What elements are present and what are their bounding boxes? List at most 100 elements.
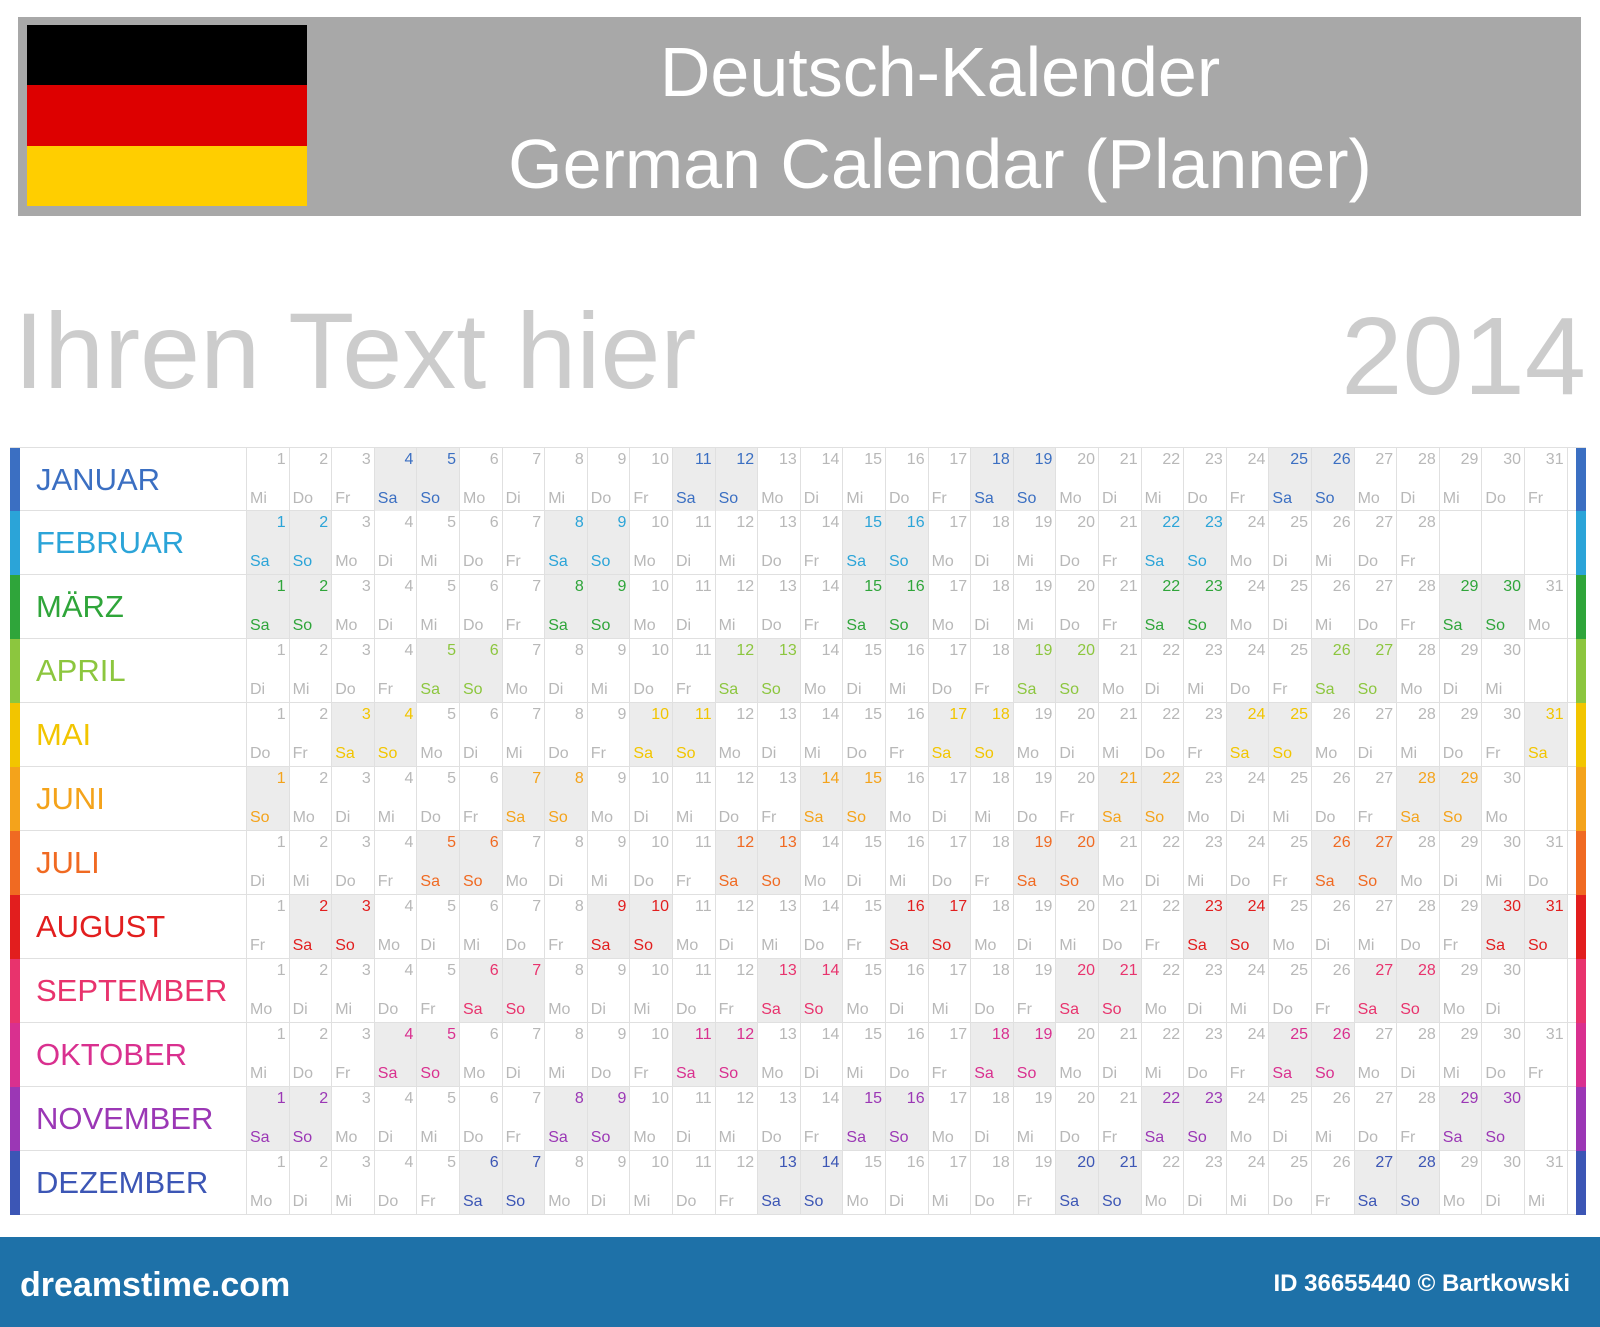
day-cell[interactable]: 3 Do	[331, 639, 374, 702]
day-cell[interactable]: 13 Mo	[757, 1023, 800, 1086]
day-cell[interactable]: 20 Mo	[1055, 448, 1098, 511]
day-cell[interactable]: 15 Mo	[842, 959, 885, 1022]
day-cell[interactable]: 7 Di	[501, 1023, 545, 1086]
day-cell[interactable]: 31 Mi	[1524, 1151, 1567, 1214]
day-cell[interactable]: 8 Sa	[544, 511, 587, 574]
day-cell[interactable]: 7 So	[501, 1151, 545, 1214]
day-cell[interactable]: 5 Fr	[416, 959, 459, 1022]
day-cell[interactable]: 8 Mi	[544, 1023, 587, 1086]
day-cell[interactable]	[1524, 511, 1567, 574]
day-cell[interactable]: 31 Fr	[1524, 448, 1567, 511]
day-cell[interactable]: 11 Fr	[672, 831, 715, 894]
day-cell[interactable]: 6 Mi	[459, 895, 502, 958]
day-cell[interactable]: 29 Sa	[1438, 575, 1482, 638]
day-cell[interactable]: 22 Sa	[1140, 575, 1184, 638]
day-cell[interactable]: 8 Di	[544, 831, 587, 894]
day-cell[interactable]: 31 Do	[1524, 831, 1567, 894]
day-cell[interactable]: 28 So	[1396, 1151, 1439, 1214]
day-cell[interactable]: 18 Fr	[970, 831, 1013, 894]
day-cell[interactable]: 4 Di	[373, 1087, 417, 1150]
day-cell[interactable]: 11 Sa	[672, 1023, 715, 1086]
day-cell[interactable]: 26 Sa	[1311, 831, 1354, 894]
day-cell[interactable]: 27 Mi	[1353, 895, 1397, 958]
day-cell[interactable]: 16 Di	[885, 959, 928, 1022]
day-cell[interactable]: 19 So	[1012, 448, 1056, 511]
day-cell[interactable]: 9 So	[586, 1087, 630, 1150]
day-cell[interactable]: 5 Mi	[416, 511, 459, 574]
day-cell[interactable]: 14 Mi	[799, 703, 843, 766]
day-cell[interactable]: 9 Fr	[586, 703, 630, 766]
day-cell[interactable]: 6 So	[459, 831, 502, 894]
day-cell[interactable]: 2 Di	[288, 959, 332, 1022]
day-cell[interactable]: 25 Di	[1268, 511, 1311, 574]
day-cell[interactable]: 2 Di	[288, 1151, 332, 1214]
day-cell[interactable]: 12 Sa	[714, 831, 758, 894]
day-cell[interactable]: 29 Mi	[1438, 448, 1482, 511]
day-cell[interactable]: 26 So	[1311, 1023, 1354, 1086]
day-cell[interactable]: 29 Mi	[1438, 1023, 1482, 1086]
day-cell[interactable]: 3 Mi	[331, 1151, 374, 1214]
day-cell[interactable]: 23 Do	[1183, 448, 1226, 511]
day-cell[interactable]: 16 Mo	[885, 767, 928, 830]
day-cell[interactable]: 3 Mo	[331, 575, 374, 638]
day-cell[interactable]: 20 Do	[1055, 1087, 1098, 1150]
day-cell[interactable]: 15 Sa	[842, 511, 885, 574]
day-cell[interactable]: 11 Di	[672, 511, 715, 574]
day-cell[interactable]: 24 Do	[1225, 639, 1269, 702]
day-cell[interactable]: 5 Mi	[416, 1087, 459, 1150]
day-cell[interactable]: 6 Do	[459, 1087, 502, 1150]
day-cell[interactable]: 1 Di	[246, 831, 289, 894]
day-cell[interactable]: 30 Fr	[1481, 703, 1524, 766]
day-cell[interactable]: 7 Fr	[501, 1087, 545, 1150]
day-cell[interactable]: 4 Mi	[373, 767, 417, 830]
day-cell[interactable]: 10 Sa	[629, 703, 672, 766]
day-cell[interactable]: 29 Do	[1438, 703, 1482, 766]
day-cell[interactable]: 6 Do	[459, 511, 502, 574]
day-cell[interactable]: 15 Mi	[842, 448, 885, 511]
day-cell[interactable]: 4 Mo	[373, 895, 417, 958]
day-cell[interactable]: 2 So	[288, 511, 332, 574]
day-cell[interactable]: 8 Mo	[544, 959, 587, 1022]
day-cell[interactable]: 26 Mo	[1311, 703, 1354, 766]
day-cell[interactable]: 25 Do	[1268, 959, 1311, 1022]
day-cell[interactable]: 29 So	[1438, 767, 1482, 830]
day-cell[interactable]: 2 Sa	[288, 895, 332, 958]
day-cell[interactable]: 1 Sa	[246, 575, 289, 638]
day-cell[interactable]: 4 Sa	[373, 448, 417, 511]
day-cell[interactable]: 11 So	[672, 703, 715, 766]
day-cell[interactable]: 19 Mi	[1012, 1087, 1056, 1150]
day-cell[interactable]: 30 Do	[1481, 448, 1524, 511]
day-cell[interactable]: 18 Fr	[970, 639, 1013, 702]
day-cell[interactable]: 17 Mi	[927, 959, 971, 1022]
day-cell[interactable]: 17 Fr	[927, 448, 971, 511]
day-cell[interactable]: 24 Fr	[1225, 1023, 1269, 1086]
day-cell[interactable]: 12 Sa	[714, 639, 758, 702]
day-cell[interactable]: 8 Fr	[544, 895, 587, 958]
day-cell[interactable]: 14 Fr	[799, 575, 843, 638]
day-cell[interactable]: 18 Sa	[970, 1023, 1013, 1086]
day-cell[interactable]: 30 Mi	[1481, 831, 1524, 894]
day-cell[interactable]: 5 Sa	[416, 831, 459, 894]
day-cell[interactable]: 13 Di	[757, 703, 800, 766]
day-cell[interactable]: 22 So	[1140, 767, 1184, 830]
day-cell[interactable]: 16 So	[885, 575, 928, 638]
day-cell[interactable]: 18 Di	[970, 575, 1013, 638]
day-cell[interactable]: 12 Mi	[714, 575, 758, 638]
day-cell[interactable]: 13 So	[757, 831, 800, 894]
day-cell[interactable]: 14 So	[799, 1151, 843, 1214]
day-cell[interactable]: 6 So	[459, 639, 502, 702]
day-cell[interactable]: 21 Sa	[1098, 767, 1141, 830]
day-cell[interactable]: 3 Fr	[331, 1023, 374, 1086]
day-cell[interactable]: 26 Di	[1311, 895, 1354, 958]
day-cell[interactable]: 19 Mi	[1012, 511, 1056, 574]
day-cell[interactable]: 12 Di	[714, 895, 758, 958]
day-cell[interactable]: 26 Fr	[1311, 959, 1354, 1022]
day-cell[interactable]: 25 Di	[1268, 575, 1311, 638]
day-cell[interactable]: 13 Do	[757, 1087, 800, 1150]
day-cell[interactable]: 3 Do	[331, 831, 374, 894]
day-cell[interactable]: 3 So	[331, 895, 374, 958]
day-cell[interactable]: 3 Sa	[331, 703, 374, 766]
day-cell[interactable]: 26 Sa	[1311, 639, 1354, 702]
day-cell[interactable]: 28 Di	[1396, 1023, 1439, 1086]
day-cell[interactable]: 1 Mi	[246, 448, 289, 511]
